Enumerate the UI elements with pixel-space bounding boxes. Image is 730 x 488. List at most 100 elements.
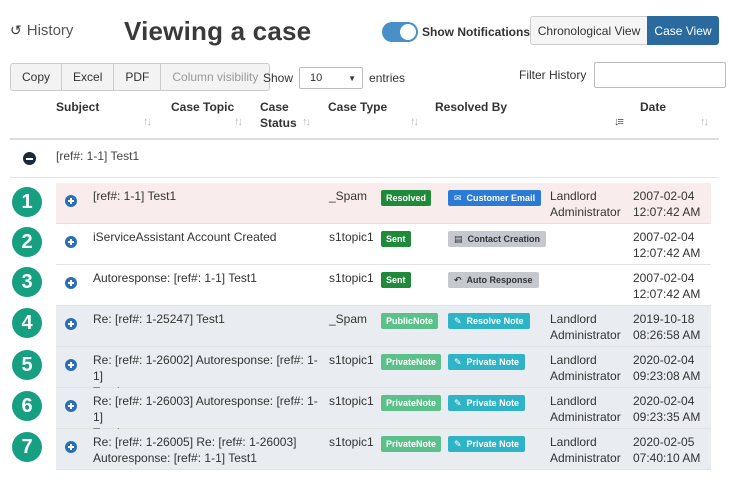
history-link[interactable]: ↺ History bbox=[10, 22, 73, 39]
chronological-view-button[interactable]: Chronological View bbox=[530, 16, 648, 45]
pdf-button[interactable]: PDF bbox=[113, 63, 162, 91]
note-icon: ✎ bbox=[454, 439, 462, 449]
group-row: [ref#: 1-1] Test1 bbox=[10, 140, 719, 178]
note-icon: ✎ bbox=[454, 316, 462, 326]
contact-card-icon: ▤ bbox=[454, 234, 463, 244]
table-row: Re: [ref#: 1-26003] Autoresponse: [ref#:… bbox=[56, 388, 711, 440]
sort-icon[interactable]: ↑↓ bbox=[143, 116, 152, 128]
table-row: Re: [ref#: 1-26002] Autoresponse: [ref#:… bbox=[56, 347, 711, 399]
copy-button[interactable]: Copy bbox=[10, 63, 63, 91]
step-number: 7 bbox=[12, 432, 42, 462]
row-subject: Re: [ref#: 1-25247] Test1 bbox=[93, 312, 225, 326]
status-badge: Resolved bbox=[381, 189, 432, 206]
status-badge: PrivateNote bbox=[381, 394, 442, 411]
row-case-type: s1topic1 bbox=[329, 353, 374, 367]
resolved-by-badge: ✉ Customer Email bbox=[448, 189, 542, 206]
note-icon: ✎ bbox=[454, 357, 462, 367]
excel-button[interactable]: Excel bbox=[61, 63, 115, 91]
entries-value: 10 bbox=[310, 72, 323, 84]
sort-icon[interactable]: ↑↓ bbox=[410, 116, 419, 128]
resolved-by-badge: ✎ Private Note bbox=[448, 353, 526, 370]
row-date: 2007-02-04 12:07:42 AM bbox=[633, 230, 701, 260]
status-badge: PrivateNote bbox=[381, 353, 442, 370]
resolved-by-badge: ✎ Private Note bbox=[448, 435, 526, 452]
notifications-toggle[interactable] bbox=[382, 22, 418, 42]
step-number: 3 bbox=[12, 267, 42, 297]
row-subject: iServiceAssistant Account Created bbox=[93, 230, 277, 244]
expand-icon[interactable] bbox=[65, 318, 77, 330]
column-header-case-type[interactable]: Case Type bbox=[328, 100, 388, 114]
reply-icon: ↶ bbox=[454, 275, 462, 285]
column-header-case-topic[interactable]: Case Topic bbox=[171, 100, 235, 114]
table-row: [ref#: 1-1] Test1 _Spam Resolved ✉ Custom… bbox=[56, 183, 711, 224]
notifications-label: Show Notifications bbox=[422, 25, 530, 39]
column-header-date[interactable]: Date bbox=[640, 100, 667, 114]
resolved-by-badge: ▤ Contact Creation bbox=[448, 230, 547, 247]
page-title: Viewing a case bbox=[124, 16, 312, 46]
step-number: 2 bbox=[12, 227, 42, 257]
column-header-case-status[interactable]: Case Status bbox=[260, 99, 297, 131]
filter-control: Filter History bbox=[519, 62, 727, 88]
entries-control: Show 10 ▼ entries bbox=[263, 67, 405, 89]
status-badge: Sent bbox=[381, 230, 411, 247]
envelope-icon: ✉ bbox=[454, 193, 462, 203]
row-subject: Re: [ref#: 1-26005] Re: [ref#: 1-26003] A… bbox=[93, 435, 297, 465]
expand-icon[interactable] bbox=[65, 441, 77, 453]
note-icon: ✎ bbox=[454, 398, 462, 408]
column-visibility-button[interactable]: Column visibility bbox=[160, 63, 271, 91]
collapse-icon[interactable] bbox=[23, 152, 36, 165]
expand-icon[interactable] bbox=[65, 400, 77, 412]
step-number: 6 bbox=[12, 391, 42, 421]
status-badge: PublicNote bbox=[381, 312, 439, 329]
case-status-label-2: Status bbox=[260, 116, 297, 130]
row-date: 2007-02-04 12:07:42 AM bbox=[633, 189, 701, 219]
row-subject: [ref#: 1-1] Test1 bbox=[93, 189, 177, 203]
show-label: Show bbox=[263, 71, 294, 85]
row-case-type: s1topic1 bbox=[329, 435, 374, 449]
filter-history-input[interactable] bbox=[594, 62, 727, 88]
row-date: 2020-02-04 09:23:08 AM bbox=[633, 353, 701, 383]
caret-down-icon: ▼ bbox=[348, 73, 357, 83]
row-case-type: s1topic1 bbox=[329, 271, 374, 285]
row-date: 2007-02-04 12:07:42 AM bbox=[633, 271, 701, 301]
sort-icon[interactable]: ↑↓ bbox=[234, 116, 243, 128]
notifications-toggle-group: Show Notifications bbox=[382, 22, 530, 42]
history-label: History bbox=[26, 22, 74, 39]
row-resolved-user: Landlord Administrator bbox=[550, 394, 621, 424]
table-row: Re: [ref#: 1-26005] Re: [ref#: 1-26003] A… bbox=[56, 429, 711, 470]
expand-icon[interactable] bbox=[65, 236, 77, 248]
expand-icon[interactable] bbox=[65, 359, 77, 371]
step-number: 5 bbox=[12, 350, 42, 380]
step-number: 1 bbox=[12, 187, 42, 217]
header-divider bbox=[10, 138, 719, 140]
row-date: 2020-02-05 07:40:10 AM bbox=[633, 435, 701, 465]
resolved-by-badge: ✎ Private Note bbox=[448, 394, 526, 411]
toggle-knob bbox=[400, 24, 416, 40]
case-status-label-1: Case bbox=[260, 100, 289, 114]
case-view-button[interactable]: Case View bbox=[647, 16, 719, 45]
sort-desc-icon[interactable]: ↓≡ bbox=[614, 116, 624, 128]
status-badge: PrivateNote bbox=[381, 435, 442, 452]
resolved-by-badge: ✎ Resolve Note bbox=[448, 312, 530, 329]
group-label: [ref#: 1-1] Test1 bbox=[56, 149, 140, 163]
step-number: 4 bbox=[12, 308, 42, 338]
row-resolved-user: Landlord Administrator bbox=[550, 189, 621, 219]
sort-icon[interactable]: ↑↓ bbox=[302, 116, 311, 128]
table-row: Re: [ref#: 1-25247] Test1 _Spam PublicNo… bbox=[56, 306, 711, 347]
history-icon: ↺ bbox=[10, 22, 22, 38]
export-toolbar: Copy Excel PDF Column visibility bbox=[10, 63, 271, 91]
expand-icon[interactable] bbox=[65, 277, 77, 289]
row-case-type: s1topic1 bbox=[329, 394, 374, 408]
sort-icon[interactable]: ↑↓ bbox=[700, 116, 709, 128]
entries-select[interactable]: 10 ▼ bbox=[299, 67, 364, 89]
row-subject: Autoresponse: [ref#: 1-1] Test1 bbox=[93, 271, 257, 285]
column-header-resolved-by[interactable]: Resolved By bbox=[435, 100, 508, 114]
status-badge: Sent bbox=[381, 271, 411, 288]
filter-label: Filter History bbox=[519, 68, 587, 82]
row-date: 2020-02-04 09:23:35 AM bbox=[633, 394, 701, 424]
entries-label: entries bbox=[369, 71, 406, 85]
expand-icon[interactable] bbox=[65, 195, 77, 207]
column-header-subject[interactable]: Subject bbox=[56, 100, 100, 114]
row-case-type: _Spam bbox=[329, 312, 368, 326]
row-resolved-user: Landlord Administrator bbox=[550, 353, 621, 383]
